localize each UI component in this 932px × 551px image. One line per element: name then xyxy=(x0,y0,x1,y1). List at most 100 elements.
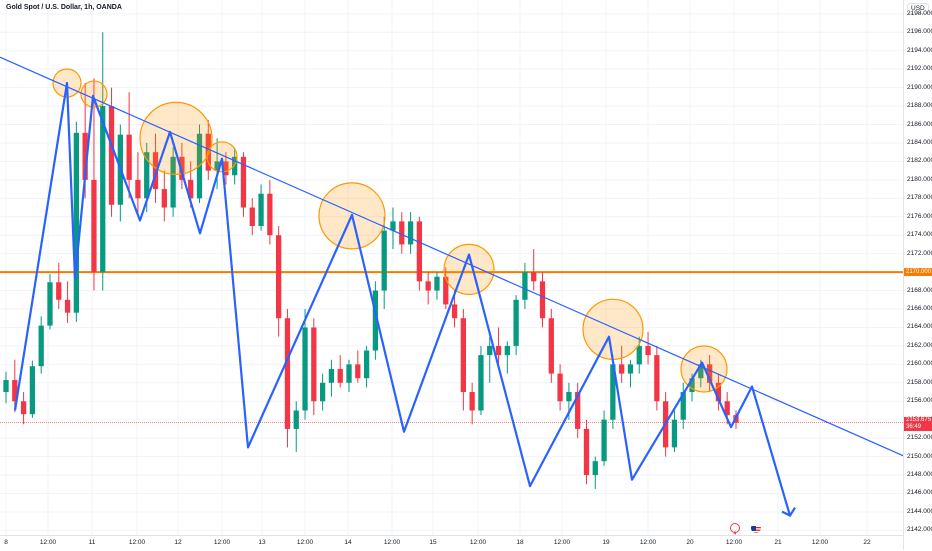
candle-body xyxy=(372,290,379,351)
time-label: 18 xyxy=(516,539,524,546)
candle-body xyxy=(487,345,493,356)
candle-body xyxy=(337,368,343,383)
candle-body xyxy=(715,382,722,402)
candle-body xyxy=(495,345,502,356)
candle-body xyxy=(522,272,528,300)
candle-body xyxy=(126,134,132,180)
circle-highlight[interactable] xyxy=(139,101,213,175)
candle-body xyxy=(671,419,678,448)
chart-area[interactable]: Gold Spot / U.S. Dollar, 1h, OANDA xyxy=(0,0,903,535)
time-label: 22 xyxy=(863,539,871,546)
price-tick-label: 2198.000 xyxy=(907,9,932,17)
candle-body xyxy=(399,221,405,245)
flash-icon[interactable] xyxy=(730,523,740,535)
price-tick-label: 2180.000 xyxy=(907,175,932,183)
time-label: 19 xyxy=(602,539,610,546)
candle-body xyxy=(135,179,141,199)
candle-body xyxy=(706,364,713,383)
candle-body xyxy=(56,282,62,300)
descending-trendline[interactable] xyxy=(0,56,903,457)
price-tick-label: 2188.000 xyxy=(907,102,932,110)
last-price-tag: 2153.675 36:49 xyxy=(904,416,932,431)
circle-highlight[interactable] xyxy=(443,243,495,295)
price-tick-label: 2160.000 xyxy=(907,360,932,368)
price-tick-label: 2168.000 xyxy=(907,286,932,294)
candle-body xyxy=(267,193,273,236)
candle-body xyxy=(425,281,431,291)
price-tick-label: 2176.000 xyxy=(907,212,932,220)
candle-body xyxy=(355,364,361,379)
candle-body xyxy=(407,221,414,245)
candle-body xyxy=(29,366,36,415)
circle-highlight[interactable] xyxy=(80,80,108,108)
candle-body xyxy=(302,327,308,411)
time-label: 12:00 xyxy=(553,539,571,546)
candle-body xyxy=(531,272,537,282)
candle-body xyxy=(645,345,651,356)
price-tick-label: 2142.000 xyxy=(907,526,932,534)
candle-body xyxy=(276,235,282,319)
time-label: 12 xyxy=(174,539,182,546)
us-flag-icon[interactable] xyxy=(751,523,761,533)
candle-body xyxy=(161,189,167,208)
arrowhead xyxy=(781,507,796,518)
price-tick-label: 2182.000 xyxy=(907,157,932,165)
price-tick-label: 2156.000 xyxy=(907,397,932,405)
price-tick-label: 2178.000 xyxy=(907,194,932,202)
time-label: 12:00 xyxy=(296,539,314,546)
candle-body xyxy=(64,299,71,313)
time-label: 12:00 xyxy=(128,539,146,546)
time-label: 12:00 xyxy=(639,539,657,546)
price-tick-label: 2184.000 xyxy=(907,138,932,146)
candle-body xyxy=(557,373,563,402)
candle-body xyxy=(627,364,634,374)
time-label: 12:00 xyxy=(383,539,401,546)
price-tick-label: 2190.000 xyxy=(907,83,932,91)
price-tick-label: 2194.000 xyxy=(907,46,932,54)
circle-drawings[interactable] xyxy=(52,68,728,393)
candle-body xyxy=(3,380,9,393)
time-label: 15 xyxy=(429,539,437,546)
time-label: 14 xyxy=(344,539,352,546)
candle-body xyxy=(12,380,18,402)
candle-body xyxy=(100,106,106,273)
price-axis[interactable]: USD 2198.000 2196.000 2194.000 2192.000 2190… xyxy=(903,0,932,550)
candle-body xyxy=(223,161,229,176)
price-tick-label: 2162.000 xyxy=(907,341,932,349)
time-axis[interactable]: 8 12:00 11 12:00 12 12:00 13 12:00 14 12:00 15 12:0… xyxy=(0,535,903,551)
candle-body xyxy=(311,327,317,402)
candles xyxy=(3,32,739,489)
candle-body xyxy=(619,364,625,374)
circle-highlight[interactable] xyxy=(582,298,644,360)
candle-body xyxy=(680,392,686,420)
circle-highlight[interactable] xyxy=(206,141,238,173)
candle-body xyxy=(390,221,396,231)
price-tick-label: 2146.000 xyxy=(907,489,932,497)
candle-body xyxy=(689,378,695,393)
candle-body xyxy=(38,325,44,367)
time-label: 12:00 xyxy=(811,539,829,546)
chart-title: Gold Spot / U.S. Dollar, 1h, OANDA xyxy=(6,4,122,11)
time-label: 8 xyxy=(4,539,8,546)
zigzag-path[interactable] xyxy=(13,81,792,516)
candle-body xyxy=(513,299,519,346)
chart-plot[interactable] xyxy=(0,0,903,535)
currency-button[interactable]: USD xyxy=(907,3,929,14)
candle-body xyxy=(451,304,458,319)
candle-body xyxy=(249,207,255,226)
candle-body xyxy=(47,282,53,326)
price-tick-label: 2164.000 xyxy=(907,323,932,331)
grid xyxy=(0,0,903,535)
time-label: 13 xyxy=(258,539,266,546)
candle-body xyxy=(469,392,475,411)
candle-body xyxy=(478,355,484,411)
candle-body xyxy=(539,281,546,319)
horizontal-line-price-tag: 2170.000 xyxy=(904,268,932,277)
candle-body xyxy=(548,318,554,374)
candle-body xyxy=(724,401,730,416)
time-label: 12:00 xyxy=(39,539,57,546)
price-tick-label: 2152.000 xyxy=(907,434,932,442)
candle-body xyxy=(152,152,159,190)
candle-body xyxy=(610,364,616,420)
candle-body xyxy=(583,428,590,476)
